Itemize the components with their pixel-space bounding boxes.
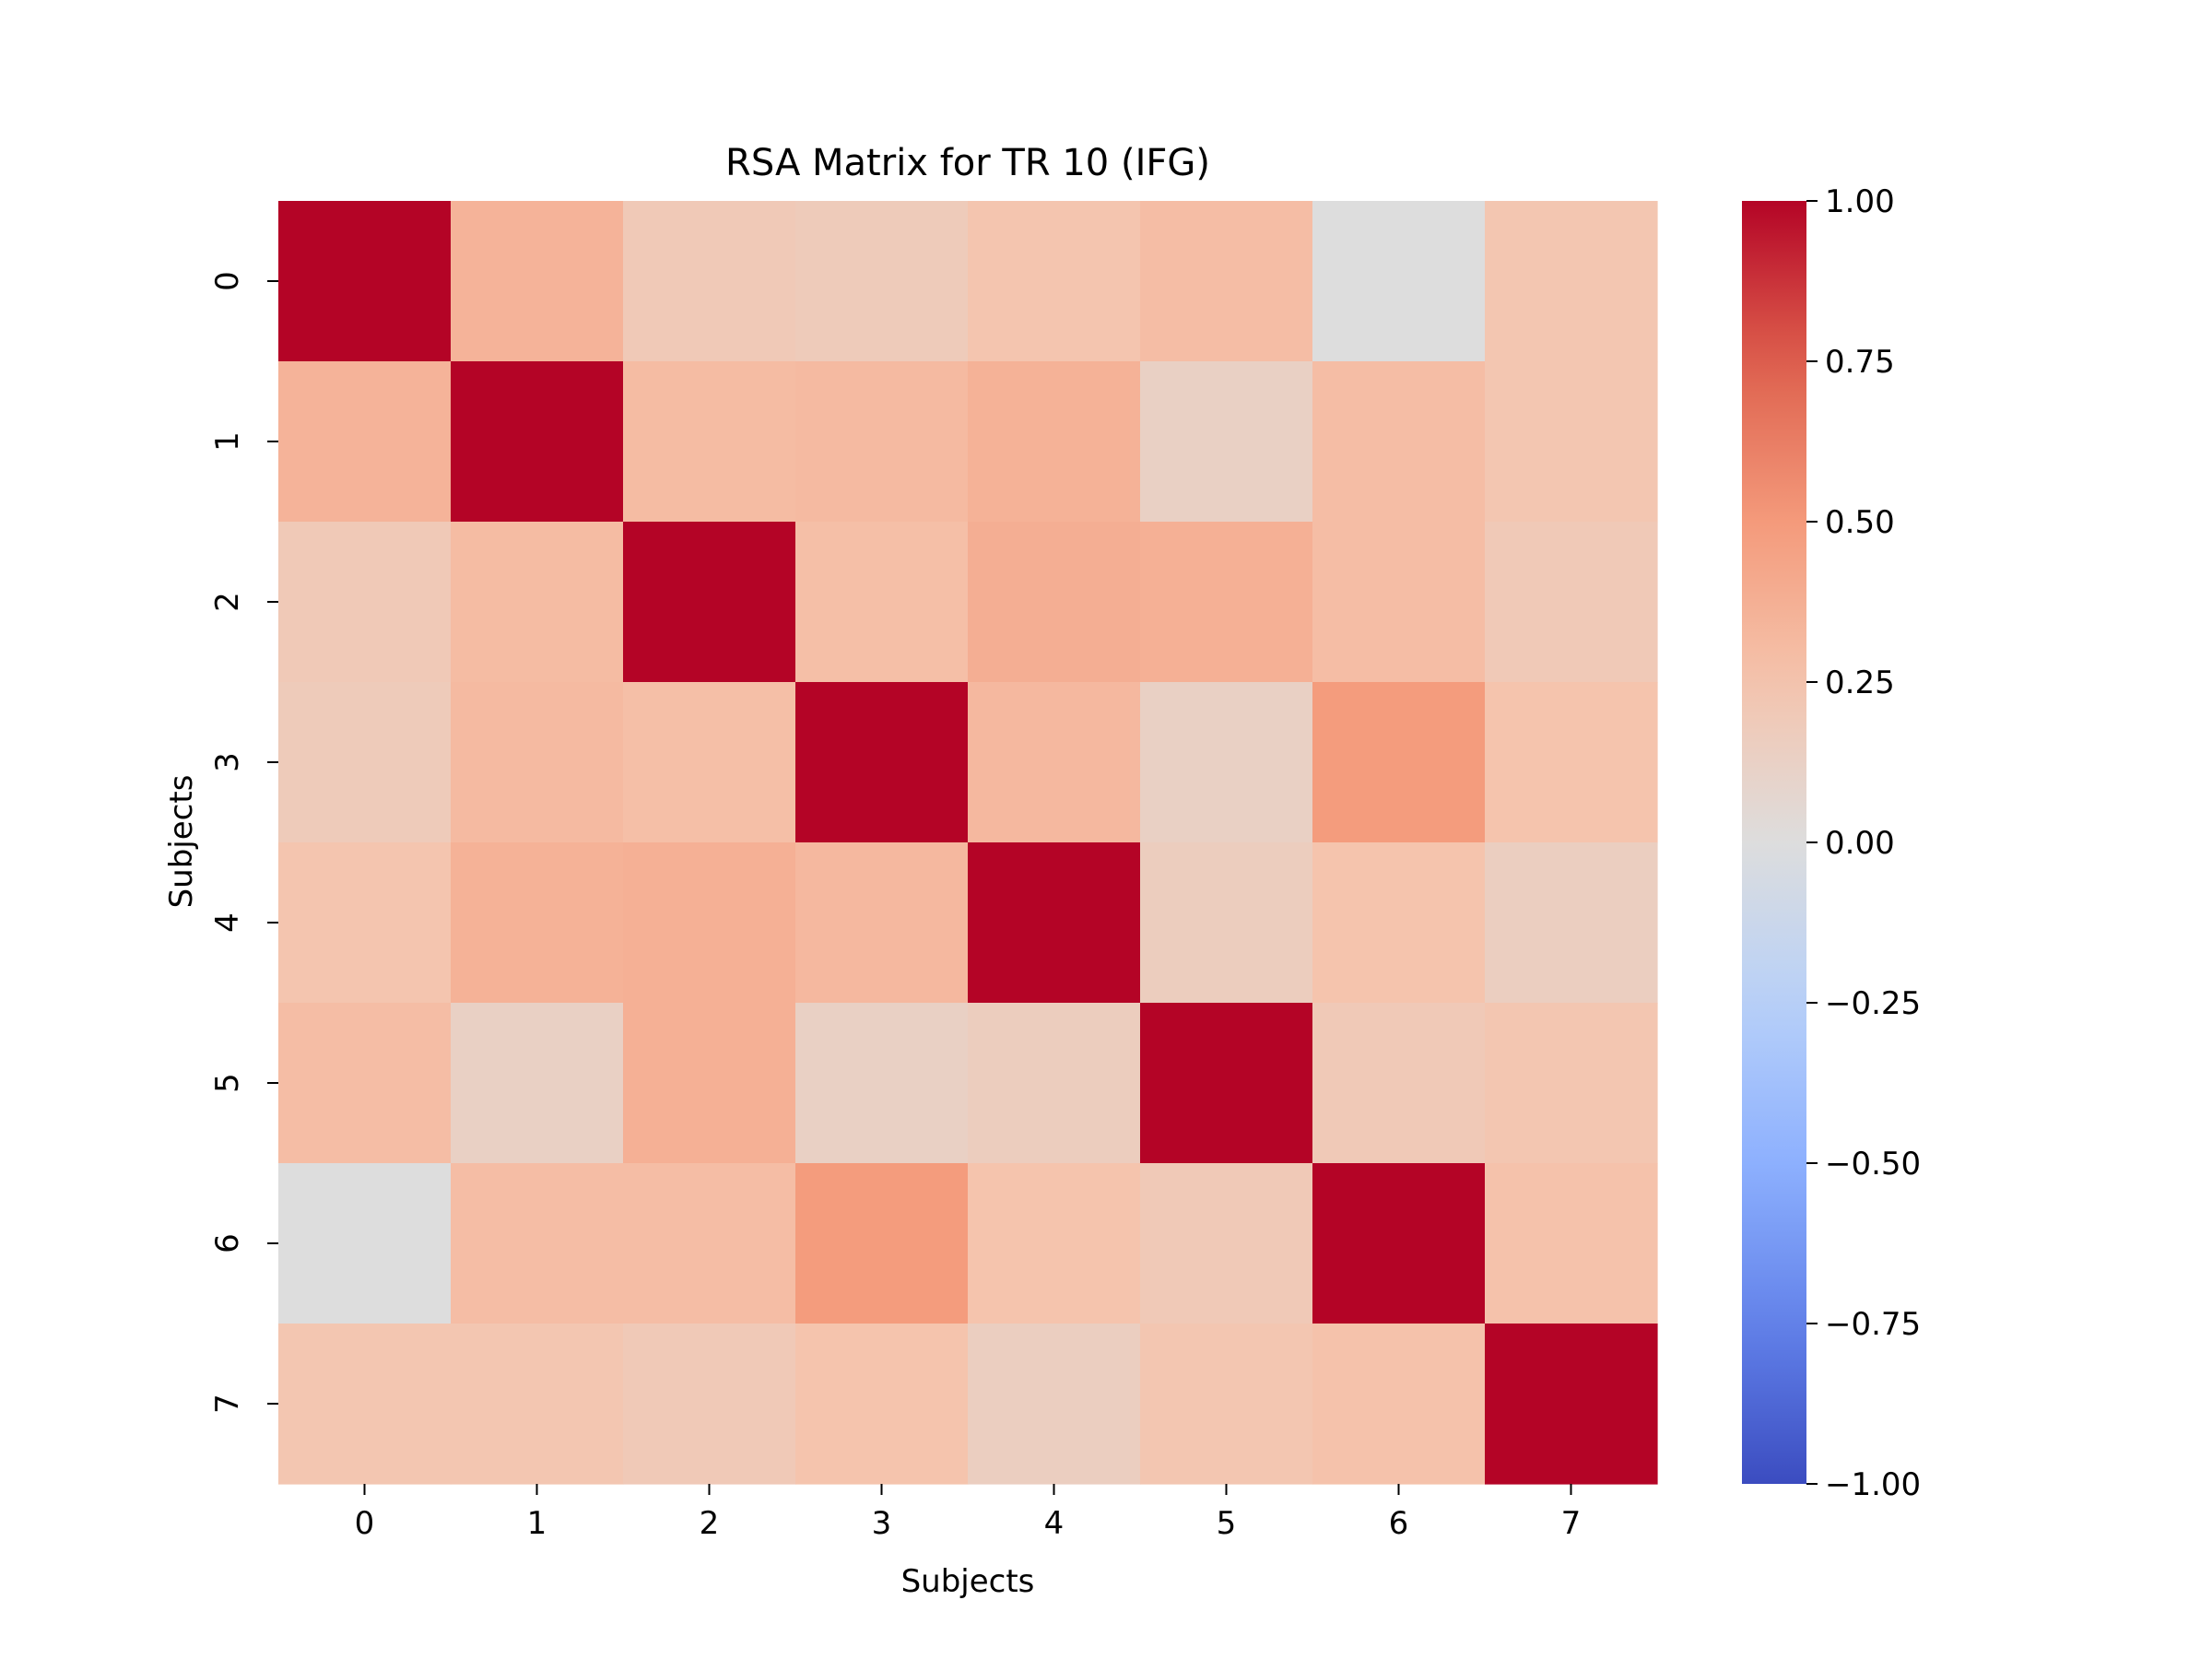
colorbar-tick-label-8: −1.00 (1825, 1466, 1921, 1503)
heatmap-cell-5-1 (451, 1003, 624, 1164)
heatmap-cell-4-5 (1140, 842, 1313, 1004)
x-axis-label: Subjects (901, 1563, 1035, 1600)
heatmap-cell-1-7 (1485, 361, 1658, 523)
heatmap-cell-2-0 (278, 522, 452, 683)
heatmap-cell-4-4 (968, 842, 1141, 1004)
heatmap-cell-4-3 (795, 842, 969, 1004)
x-tick-label-1: 1 (527, 1505, 547, 1542)
heatmap-cell-0-6 (1312, 201, 1486, 362)
heatmap-cell-7-5 (1140, 1324, 1313, 1485)
heatmap-cell-4-2 (623, 842, 796, 1004)
heatmap-cell-2-2 (623, 522, 796, 683)
heatmap-cell-6-6 (1312, 1163, 1486, 1324)
heatmap-cells (278, 201, 1658, 1485)
heatmap-cell-0-3 (795, 201, 969, 362)
heatmap-cell-0-7 (1485, 201, 1658, 362)
heatmap-cell-3-7 (1485, 682, 1658, 843)
heatmap-cell-2-1 (451, 522, 624, 683)
heatmap-cell-0-0 (278, 201, 452, 362)
heatmap-cell-1-2 (623, 361, 796, 523)
heatmap-cell-0-2 (623, 201, 796, 362)
heatmap-cell-6-4 (968, 1163, 1141, 1324)
heatmap-cell-4-0 (278, 842, 452, 1004)
heatmap-cell-5-6 (1312, 1003, 1486, 1164)
heatmap-cell-6-1 (451, 1163, 624, 1324)
x-tick-label-0: 0 (355, 1505, 375, 1542)
heatmap-cell-5-4 (968, 1003, 1141, 1164)
x-tick-label-7: 7 (1561, 1505, 1582, 1542)
heatmap-cell-7-7 (1485, 1324, 1658, 1485)
heatmap-cell-3-0 (278, 682, 452, 843)
colorbar-tick-label-2: 0.50 (1825, 504, 1895, 541)
heatmap-cell-2-6 (1312, 522, 1486, 683)
heatmap-cell-7-2 (623, 1324, 796, 1485)
colorbar-tick-label-1: 0.75 (1825, 344, 1895, 381)
y-tick-label-2: 2 (209, 592, 246, 612)
heatmap-cell-3-5 (1140, 682, 1313, 843)
heatmap-cell-7-6 (1312, 1324, 1486, 1485)
heatmap-cell-2-4 (968, 522, 1141, 683)
chart-title: RSA Matrix for TR 10 (IFG) (725, 142, 1210, 184)
x-axis-ticks: 0 1 2 3 4 5 6 7 (355, 1484, 1582, 1542)
heatmap-cell-4-6 (1312, 842, 1486, 1004)
x-tick-label-3: 3 (872, 1505, 892, 1542)
heatmap-cell-7-1 (451, 1324, 624, 1485)
heatmap-cell-1-6 (1312, 361, 1486, 523)
colorbar (1742, 201, 1806, 1484)
y-axis-ticks: 0 1 2 3 4 5 6 7 (209, 271, 278, 1414)
heatmap-cell-2-7 (1485, 522, 1658, 683)
heatmap-cell-6-7 (1485, 1163, 1658, 1324)
y-tick-label-3: 3 (209, 752, 246, 772)
heatmap-cell-6-3 (795, 1163, 969, 1324)
heatmap-cell-0-5 (1140, 201, 1313, 362)
x-tick-label-2: 2 (700, 1505, 720, 1542)
colorbar-tick-label-4: 0.00 (1825, 825, 1895, 862)
heatmap-cell-7-0 (278, 1324, 452, 1485)
y-tick-label-4: 4 (209, 912, 246, 933)
heatmap-cell-5-2 (623, 1003, 796, 1164)
heatmap-cell-7-3 (795, 1324, 969, 1485)
heatmap-cell-5-3 (795, 1003, 969, 1164)
x-tick-label-6: 6 (1389, 1505, 1409, 1542)
colorbar-tick-label-3: 0.25 (1825, 665, 1895, 701)
heatmap-cell-4-7 (1485, 842, 1658, 1004)
heatmap-cell-6-0 (278, 1163, 452, 1324)
heatmap-cell-5-7 (1485, 1003, 1658, 1164)
colorbar-tick-label-0: 1.00 (1825, 183, 1895, 220)
heatmap-cell-6-5 (1140, 1163, 1313, 1324)
y-tick-label-6: 6 (209, 1233, 246, 1253)
heatmap-cell-1-1 (451, 361, 624, 523)
heatmap-cell-0-4 (968, 201, 1141, 362)
heatmap-cell-3-1 (451, 682, 624, 843)
heatmap-cell-6-2 (623, 1163, 796, 1324)
x-tick-label-5: 5 (1217, 1505, 1237, 1542)
heatmap-cell-1-3 (795, 361, 969, 523)
heatmap-cell-1-4 (968, 361, 1141, 523)
x-tick-label-4: 4 (1044, 1505, 1065, 1542)
colorbar-tick-label-5: −0.25 (1825, 985, 1921, 1022)
y-tick-label-0: 0 (209, 271, 246, 291)
heatmap-cell-3-2 (623, 682, 796, 843)
y-tick-label-1: 1 (209, 431, 246, 452)
heatmap-cell-5-0 (278, 1003, 452, 1164)
colorbar-ticks: 1.00 0.75 0.50 0.25 0.00 −0.25 −0.50 −0.75 −1.00 (1806, 183, 1921, 1503)
heatmap-cell-2-3 (795, 522, 969, 683)
colorbar-tick-label-7: −0.75 (1825, 1306, 1921, 1343)
heatmap-cell-5-5 (1140, 1003, 1313, 1164)
heatmap-cell-0-1 (451, 201, 624, 362)
y-tick-label-7: 7 (209, 1394, 246, 1414)
heatmap-cell-3-3 (795, 682, 969, 843)
heatmap-cell-2-5 (1140, 522, 1313, 683)
heatmap-cell-1-5 (1140, 361, 1313, 523)
heatmap-cell-4-1 (451, 842, 624, 1004)
heatmap-cell-3-4 (968, 682, 1141, 843)
y-tick-label-5: 5 (209, 1073, 246, 1093)
y-axis-label: Subjects (163, 775, 200, 909)
colorbar-tick-label-6: −0.50 (1825, 1146, 1921, 1182)
heatmap-cell-1-0 (278, 361, 452, 523)
heatmap-cell-7-4 (968, 1324, 1141, 1485)
heatmap-cell-3-6 (1312, 682, 1486, 843)
